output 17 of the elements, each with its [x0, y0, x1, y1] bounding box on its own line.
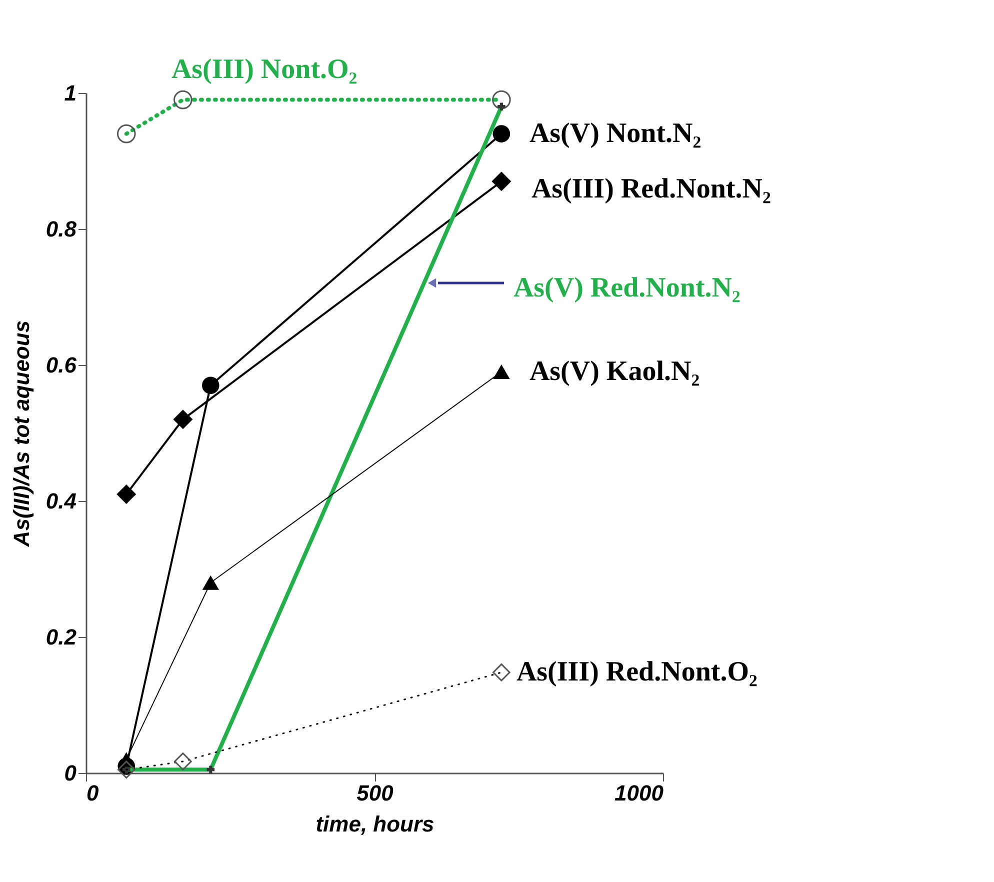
y-tick-label: 0.4 — [46, 488, 76, 514]
x-tick-label: 500 — [356, 780, 394, 806]
series-label: As(III) Nont.O₂ — [171, 54, 358, 85]
series-label: As(V) Nont.N₂ — [529, 118, 702, 149]
y-tick-label: 0.8 — [46, 216, 78, 242]
y-tick-label: 0 — [64, 760, 78, 786]
text: As(V) Red.Nont.N₂ — [513, 272, 740, 304]
series-label: As(III) Red.Nont.O₂ — [516, 656, 758, 688]
x-axis-title: time, hours — [316, 812, 434, 836]
y-tick-label: 0.6 — [46, 352, 78, 378]
x-tick-label: 0 — [86, 780, 100, 806]
x-tick-label: 1000 — [614, 780, 664, 806]
series-label: As(III) Red.Nont.N₂ — [531, 173, 771, 204]
y-axis-title: As(III)/As tot aqueous — [8, 320, 34, 548]
series-label: As(V) Kaol.N₂ — [529, 356, 700, 387]
y-tick-label: 1 — [64, 80, 76, 106]
y-tick-label: 0.2 — [46, 624, 78, 650]
